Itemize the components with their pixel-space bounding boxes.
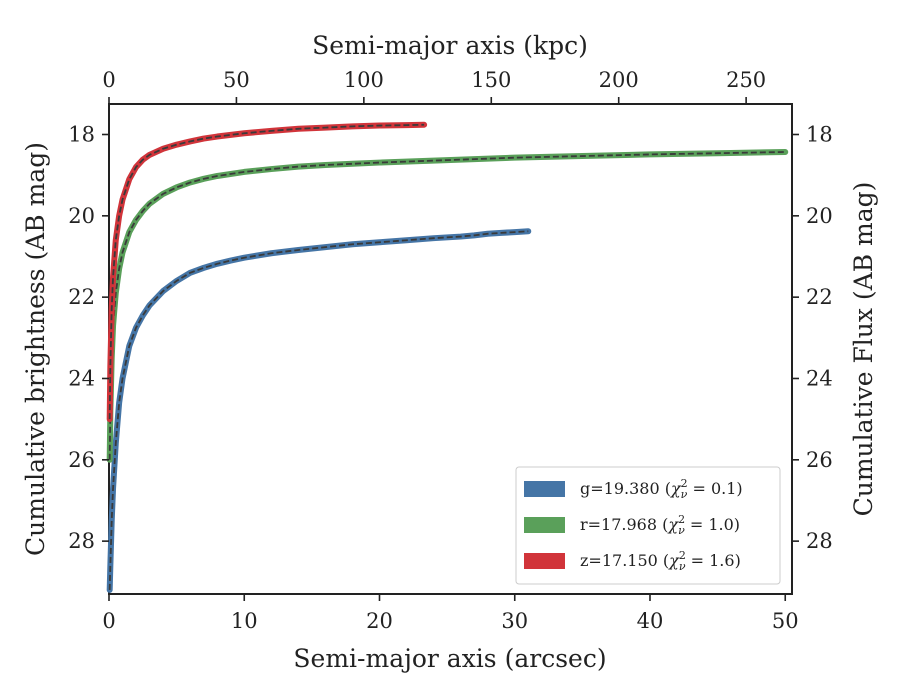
series-model-line <box>108 151 786 460</box>
right-y-tick-label: 22 <box>806 285 833 309</box>
top-x-tick-label: 200 <box>599 68 639 92</box>
y-axis-title: Cumulative brightness (AB mag) <box>21 142 50 556</box>
right-y-tick-label: 28 <box>806 529 833 553</box>
x-tick-label: 50 <box>772 609 799 633</box>
y-tick-label: 18 <box>68 122 95 146</box>
x-tick-label: 40 <box>637 609 664 633</box>
right-y-tick-label: 18 <box>806 122 833 146</box>
x-tick-label: 30 <box>501 609 528 633</box>
y-tick-label: 26 <box>68 448 95 472</box>
legend-swatch <box>524 517 565 533</box>
top-x-tick-label: 0 <box>102 68 115 92</box>
series-line <box>106 228 532 593</box>
top-x-tick-label: 100 <box>344 68 384 92</box>
right-y-tick-label: 26 <box>806 448 833 472</box>
x-tick-label: 20 <box>366 609 393 633</box>
series-line <box>106 148 789 463</box>
right-y-axis-title: Cumulative Flux (AB mag) <box>849 182 878 517</box>
top-x-tick-label: 250 <box>726 68 766 92</box>
right-y-tick-label: 24 <box>806 366 833 390</box>
legend-label: r=17.968 (χ2 ν = 1.0) <box>580 513 740 537</box>
right-y-tick-label: 20 <box>806 204 833 228</box>
top-x-tick-label: 50 <box>223 68 250 92</box>
legend: g=19.380 (χ2 ν = 0.1) r=17.968 (χ2 ν = 1.0)… <box>515 466 781 585</box>
y-tick-label: 22 <box>68 285 95 309</box>
legend-label: z=17.150 (χ2 ν = 1.6) <box>580 549 741 573</box>
series-model-line <box>108 230 529 590</box>
y-tick-label: 24 <box>68 366 95 390</box>
top-x-axis-title: Semi-major axis (kpc) <box>312 31 588 60</box>
legend-swatch <box>524 553 565 569</box>
x-tick-label: 10 <box>231 609 258 633</box>
legend-swatch <box>524 481 565 497</box>
x-axis-title: Semi-major axis (arcsec) <box>293 644 606 673</box>
legend-frame <box>515 466 781 585</box>
y-tick-label: 28 <box>68 529 95 553</box>
series-model-line <box>108 123 425 420</box>
legend-label: g=19.380 (χ2 ν = 0.1) <box>580 477 743 501</box>
top-x-tick-label: 150 <box>471 68 511 92</box>
x-tick-label: 0 <box>102 609 115 633</box>
y-tick-label: 20 <box>68 204 95 228</box>
